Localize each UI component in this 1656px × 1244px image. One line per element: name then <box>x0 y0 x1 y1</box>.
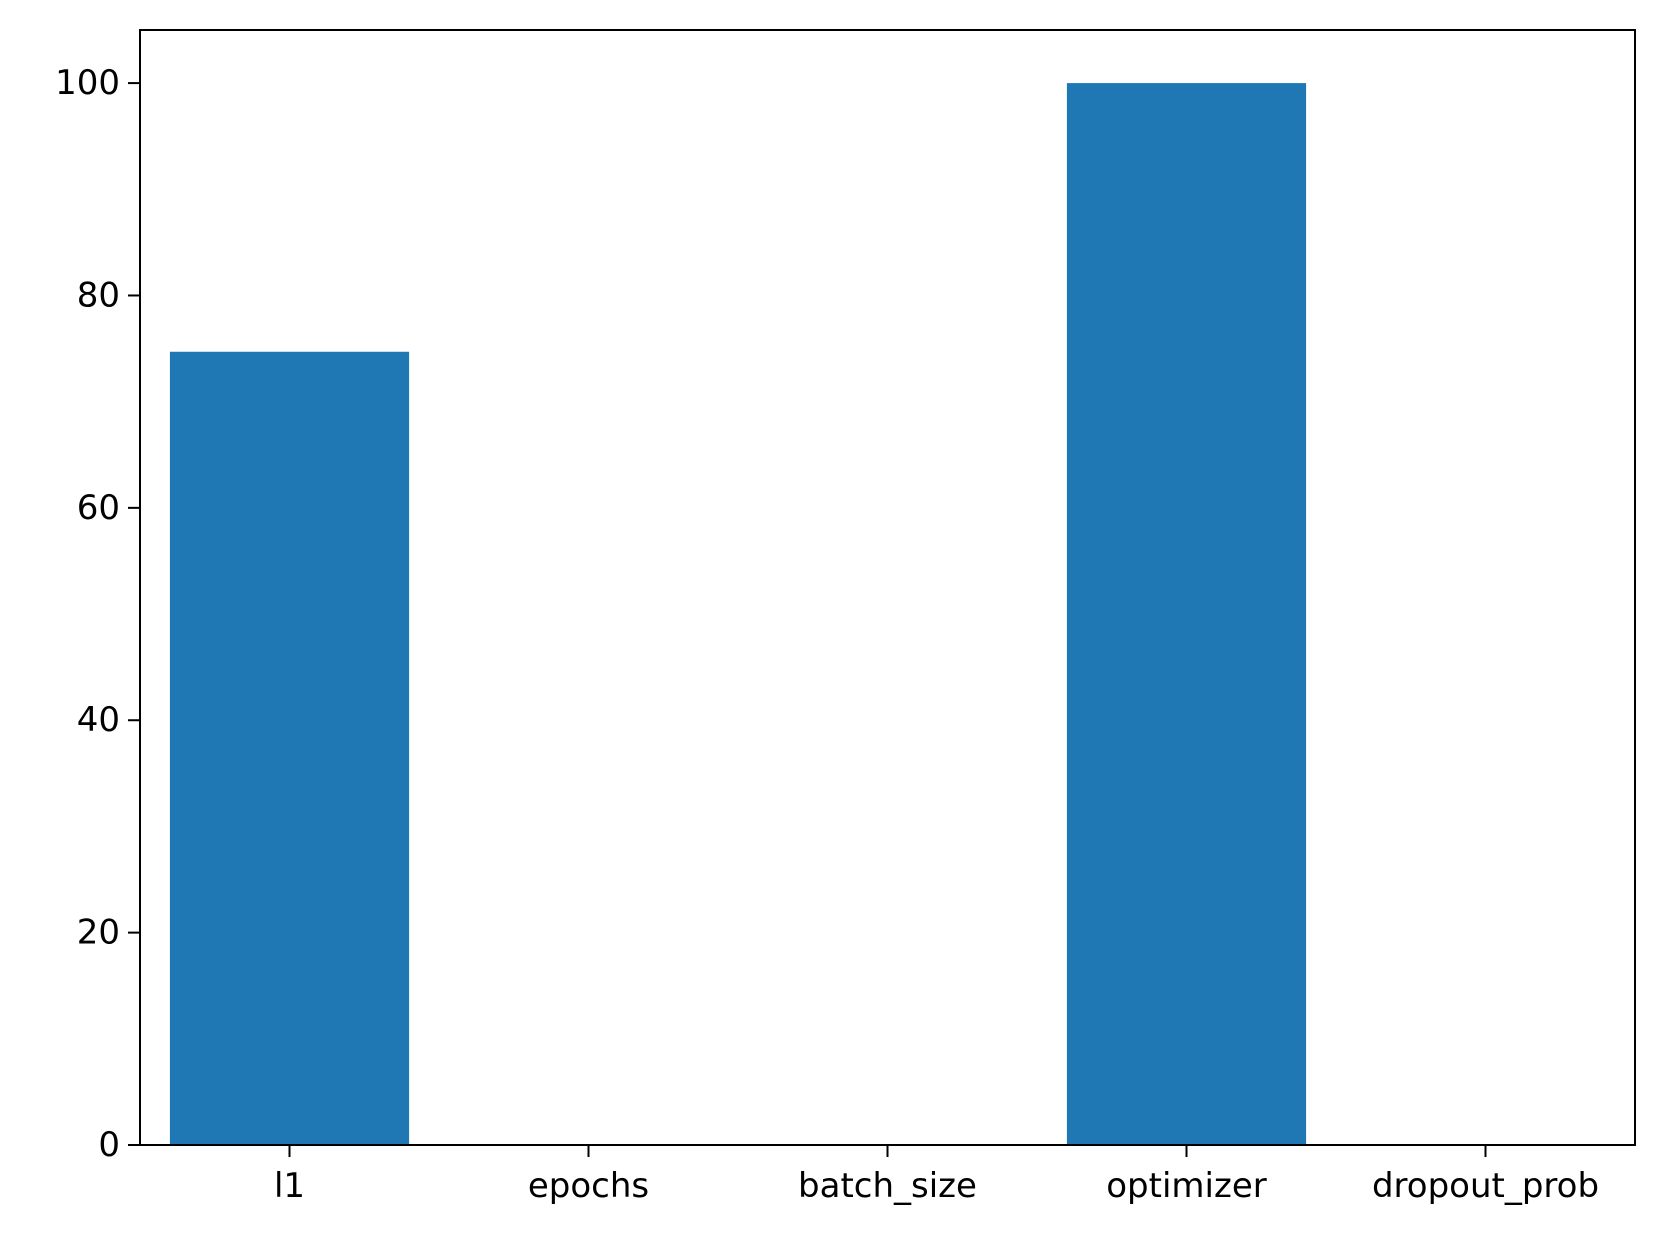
x-tick-label-optimizer: optimizer <box>1106 1166 1266 1206</box>
bar-l1 <box>169 351 410 1145</box>
bars-layer <box>169 83 1307 1146</box>
x-tick-label-dropout_prob: dropout_prob <box>1372 1166 1599 1206</box>
y-tick-label: 40 <box>77 700 120 740</box>
x-tick-label-epochs: epochs <box>528 1166 649 1206</box>
y-tick-label: 100 <box>55 63 120 103</box>
bar-optimizer <box>1066 83 1307 1146</box>
y-tick-label: 20 <box>77 913 120 953</box>
x-tick-label-batch_size: batch_size <box>798 1166 977 1206</box>
x-tick-label-l1: l1 <box>274 1166 305 1206</box>
y-tick-label: 60 <box>77 488 120 528</box>
x-axis: l1 epochs batch_size optimizer dropout_prob <box>274 1145 1599 1206</box>
y-tick-label: 0 <box>98 1125 120 1165</box>
y-tick-label: 80 <box>77 275 120 315</box>
y-axis: 0 20 40 60 80 100 <box>55 63 140 1165</box>
